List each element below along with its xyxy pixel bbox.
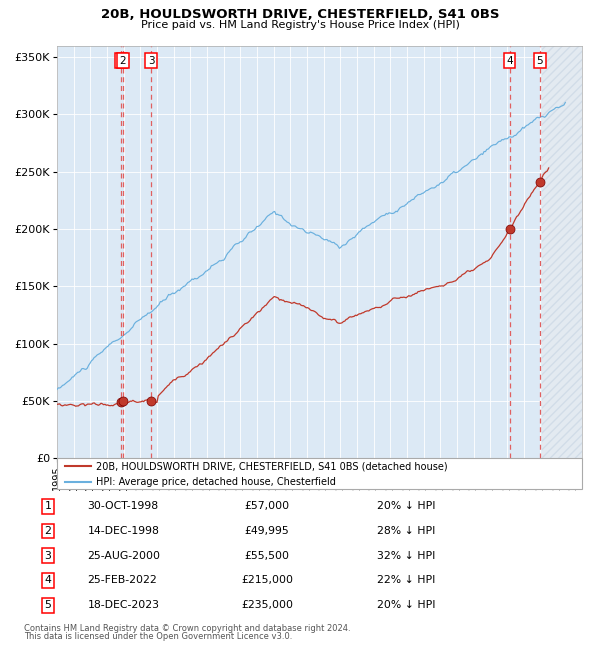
Text: £55,500: £55,500 bbox=[244, 551, 289, 561]
Text: 20B, HOULDSWORTH DRIVE, CHESTERFIELD, S41 0BS: 20B, HOULDSWORTH DRIVE, CHESTERFIELD, S4… bbox=[101, 8, 499, 21]
Text: Price paid vs. HM Land Registry's House Price Index (HPI): Price paid vs. HM Land Registry's House … bbox=[140, 20, 460, 29]
Text: HPI: Average price, detached house, Chesterfield: HPI: Average price, detached house, Ches… bbox=[97, 477, 336, 487]
Bar bbox=[542, 46, 582, 458]
Text: 20% ↓ HPI: 20% ↓ HPI bbox=[377, 501, 436, 512]
Text: 1: 1 bbox=[118, 56, 124, 66]
Text: 5: 5 bbox=[44, 600, 51, 610]
Text: 14-DEC-1998: 14-DEC-1998 bbox=[88, 526, 160, 536]
Bar bbox=[542, 46, 582, 458]
Text: 25-AUG-2000: 25-AUG-2000 bbox=[88, 551, 160, 561]
Text: 5: 5 bbox=[536, 56, 543, 66]
Text: 30-OCT-1998: 30-OCT-1998 bbox=[88, 501, 158, 512]
Text: 4: 4 bbox=[506, 56, 513, 66]
Text: 1: 1 bbox=[44, 501, 51, 512]
Text: 2: 2 bbox=[44, 526, 51, 536]
Text: 4: 4 bbox=[44, 575, 51, 586]
Text: 20B, HOULDSWORTH DRIVE, CHESTERFIELD, S41 0BS (detached house): 20B, HOULDSWORTH DRIVE, CHESTERFIELD, S4… bbox=[97, 461, 448, 471]
Text: £57,000: £57,000 bbox=[244, 501, 289, 512]
Text: 28% ↓ HPI: 28% ↓ HPI bbox=[377, 526, 436, 536]
Text: £49,995: £49,995 bbox=[245, 526, 289, 536]
Text: This data is licensed under the Open Government Licence v3.0.: This data is licensed under the Open Gov… bbox=[24, 632, 292, 642]
Text: 3: 3 bbox=[44, 551, 51, 561]
Text: Contains HM Land Registry data © Crown copyright and database right 2024.: Contains HM Land Registry data © Crown c… bbox=[24, 624, 350, 633]
Text: 3: 3 bbox=[148, 56, 154, 66]
Text: £235,000: £235,000 bbox=[241, 600, 293, 610]
Text: 20% ↓ HPI: 20% ↓ HPI bbox=[377, 600, 436, 610]
Text: 2: 2 bbox=[119, 56, 126, 66]
Text: 22% ↓ HPI: 22% ↓ HPI bbox=[377, 575, 436, 586]
Text: 32% ↓ HPI: 32% ↓ HPI bbox=[377, 551, 436, 561]
Text: £215,000: £215,000 bbox=[241, 575, 293, 586]
Text: 18-DEC-2023: 18-DEC-2023 bbox=[88, 600, 160, 610]
Text: 25-FEB-2022: 25-FEB-2022 bbox=[88, 575, 157, 586]
